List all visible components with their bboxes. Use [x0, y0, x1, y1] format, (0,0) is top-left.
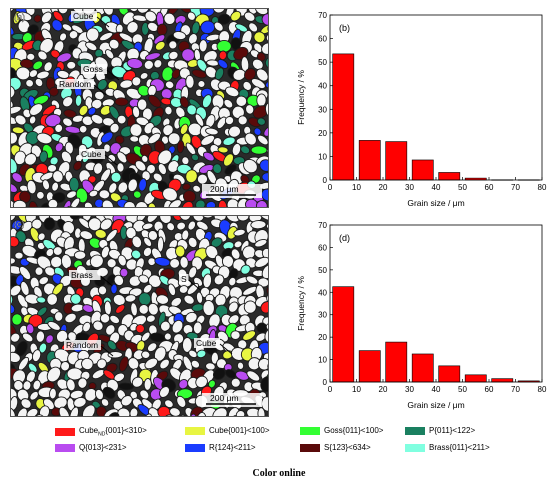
x-tick-label-b-4: 40 — [432, 183, 441, 192]
x-tick-label-b-1: 10 — [352, 183, 361, 192]
bar-b-4 — [438, 172, 461, 181]
x-axis-label-d: Grain size / μm — [407, 400, 464, 410]
x-tick-label-b-5: 50 — [458, 183, 467, 192]
bar-d-1 — [358, 350, 381, 383]
y-tick-label-d-0: 0 — [323, 378, 328, 387]
bar-d-6 — [491, 378, 514, 383]
x-tick-label-b-2: 20 — [379, 183, 388, 192]
annotation-c-1: S — [181, 274, 187, 284]
legend-item-1: Cube{001}<100> — [185, 426, 270, 435]
y-tick-label-d-6: 60 — [318, 243, 327, 252]
histogram-d: 0 10 20 30 40 50 60 70 80 0 10 20 30 40 50 60 70 Grain si… — [290, 218, 558, 415]
texture-legend: CubeND{001}<310> Cube{001}<100> Goss{011}<… — [55, 426, 535, 460]
legend-swatch — [185, 426, 205, 435]
panel-label-a: (a) — [14, 12, 25, 22]
footer-note: Color online — [252, 468, 306, 479]
panel-label-d: (d) — [339, 233, 350, 243]
x-tick-label-d-5: 50 — [458, 385, 467, 394]
legend-label: P{011}<122> — [429, 426, 476, 435]
legend-label: CubeND{001}<310> — [79, 426, 147, 438]
y-tick-label-b-1: 10 — [318, 152, 327, 161]
panel-label-c: (c) — [14, 219, 25, 229]
legend-swatch — [300, 443, 320, 452]
y-axis-label-b: Frequency / % — [296, 70, 306, 125]
legend-item-3: P{011}<122> — [405, 426, 475, 435]
legend-swatch — [405, 443, 425, 452]
x-tick-label-d-4: 40 — [432, 385, 441, 394]
bar-d-0 — [332, 286, 355, 383]
micrograph-c: (c) Brass S Random Cube 200 μm — [10, 215, 269, 417]
x-tick-label-d-3: 30 — [405, 385, 414, 394]
bar-b-0 — [332, 53, 355, 181]
bar-b-1 — [358, 140, 381, 181]
bar-b-3 — [411, 159, 434, 181]
micrograph-a: (a) Cube Goss Random Cube 200 μm — [10, 8, 269, 208]
annotation-c-3: Cube — [196, 338, 217, 348]
legend-label: S{123}<634> — [324, 443, 371, 452]
x-axis-label-b: Grain size / μm — [407, 198, 464, 208]
annotation-c-0: Brass — [71, 270, 93, 280]
y-tick-label-d-4: 40 — [318, 288, 327, 297]
scale-bar-label-c: 200 μm — [210, 393, 239, 403]
x-tick-label-d-2: 20 — [379, 385, 388, 394]
legend-label: Brass{011}<211> — [429, 443, 490, 452]
histogram-b: 0 10 20 30 40 50 60 70 80 0 10 20 30 40 50 60 70 Grain si… — [290, 8, 558, 213]
legend-swatch — [55, 427, 75, 436]
legend-item-0: CubeND{001}<310> — [55, 426, 147, 438]
y-tick-label-b-4: 40 — [318, 82, 327, 91]
x-tick-label-b-8: 80 — [538, 183, 547, 192]
legend-item-5: R{124}<211> — [185, 443, 256, 452]
annotation-c-2: Random — [66, 340, 98, 350]
y-tick-label-b-3: 30 — [318, 105, 327, 114]
legend-swatch — [185, 443, 205, 452]
bar-b-2 — [385, 141, 408, 181]
legend-label: Q{013}<231> — [79, 443, 127, 452]
y-tick-label-b-6: 60 — [318, 35, 327, 44]
y-tick-label-b-0: 0 — [323, 176, 328, 185]
panel-label-b: (b) — [339, 23, 350, 33]
y-tick-label-d-7: 70 — [318, 221, 327, 230]
y-tick-label-d-2: 20 — [318, 333, 327, 342]
y-tick-label-b-7: 70 — [318, 11, 327, 20]
scale-bar-label-a: 200 μm — [210, 184, 239, 194]
bar-d-2 — [385, 341, 408, 383]
legend-swatch — [405, 426, 425, 435]
legend-label: R{124}<211> — [209, 443, 256, 452]
y-tick-label-b-2: 20 — [318, 129, 327, 138]
y-tick-label-d-5: 50 — [318, 266, 327, 275]
annotation-a-3: Cube — [81, 149, 102, 159]
x-tick-label-d-1: 10 — [352, 385, 361, 394]
legend-label: Cube{001}<100> — [209, 426, 270, 435]
annotation-a-1: Goss — [83, 64, 103, 74]
y-tick-label-d-3: 30 — [318, 311, 327, 320]
x-tick-label-b-3: 30 — [405, 183, 414, 192]
legend-label: Goss{011}<100> — [324, 426, 384, 435]
bar-d-3 — [411, 353, 434, 383]
x-tick-label-d-6: 60 — [485, 385, 494, 394]
legend-item-7: Brass{011}<211> — [405, 443, 490, 452]
x-tick-label-b-7: 70 — [511, 183, 520, 192]
legend-swatch — [55, 443, 75, 452]
bar-d-5 — [464, 374, 487, 383]
y-tick-label-b-5: 50 — [318, 58, 327, 67]
bar-d-4 — [438, 365, 461, 383]
x-tick-label-b-0: 0 — [328, 183, 333, 192]
x-tick-label-d-7: 70 — [511, 385, 520, 394]
x-tick-label-d-8: 80 — [538, 385, 547, 394]
annotation-a-2: Random — [59, 79, 91, 89]
y-axis-label-d: Frequency / % — [296, 276, 306, 331]
legend-item-2: Goss{011}<100> — [300, 426, 383, 435]
annotation-a-0: Cube — [73, 11, 94, 21]
x-tick-label-d-0: 0 — [328, 385, 333, 394]
legend-swatch — [300, 426, 320, 435]
x-tick-label-b-6: 60 — [485, 183, 494, 192]
legend-item-6: S{123}<634> — [300, 443, 371, 452]
legend-item-4: Q{013}<231> — [55, 443, 127, 452]
y-tick-label-d-1: 10 — [318, 356, 327, 365]
